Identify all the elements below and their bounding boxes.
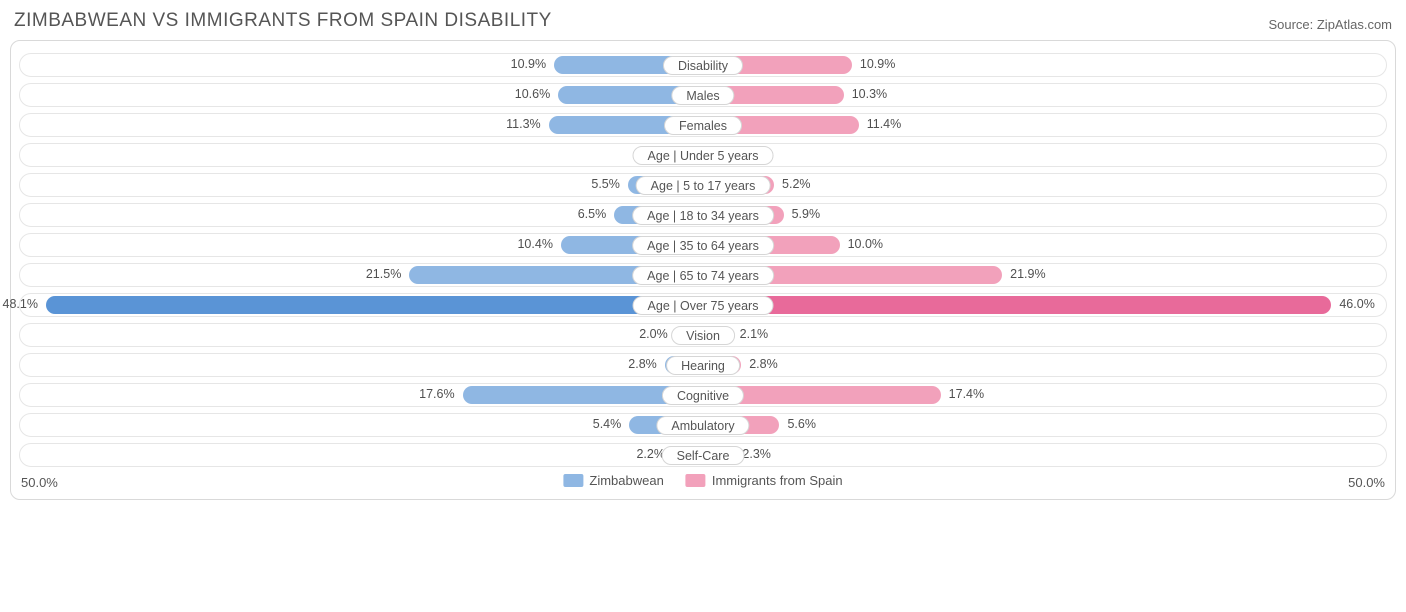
value-label-left: 2.8% [628, 357, 657, 371]
value-label-left: 5.4% [593, 417, 622, 431]
category-label: Vision [671, 326, 735, 345]
bar-row: 21.5% 21.9% Age | 65 to 74 years [19, 263, 1387, 287]
bar-row: 17.6% 17.4% Cognitive [19, 383, 1387, 407]
value-label-right: 10.3% [852, 87, 887, 101]
category-label: Age | 18 to 34 years [632, 206, 774, 225]
legend-item-left: Zimbabwean [563, 473, 663, 488]
value-label-left: 10.4% [517, 237, 552, 251]
chart-source: Source: ZipAtlas.com [1268, 17, 1392, 32]
value-label-right: 2.8% [749, 357, 778, 371]
category-label: Cognitive [662, 386, 744, 405]
chart-footer: 50.0% Zimbabwean Immigrants from Spain 5… [19, 473, 1387, 495]
bar-right [703, 296, 1331, 314]
category-label: Self-Care [662, 446, 745, 465]
category-label: Males [671, 86, 734, 105]
bar-row: 1.2%1.2%Age | Under 5 years [19, 143, 1387, 167]
value-label-right: 10.9% [860, 57, 895, 71]
value-label-left: 48.1% [3, 297, 38, 311]
category-label: Ambulatory [656, 416, 749, 435]
category-label: Age | 35 to 64 years [632, 236, 774, 255]
value-label-right: 2.3% [742, 447, 771, 461]
bar-row: 2.8% 2.8% Hearing [19, 353, 1387, 377]
bar-row: 48.1%46.0%Age | Over 75 years [19, 293, 1387, 317]
bar-row: 5.4% 5.6% Ambulatory [19, 413, 1387, 437]
category-label: Disability [663, 56, 743, 75]
bar-row: 10.6% 10.3% Males [19, 83, 1387, 107]
bar-left [46, 296, 703, 314]
bar-row: 5.5% 5.2% Age | 5 to 17 years [19, 173, 1387, 197]
bar-row: 11.3% 11.4% Females [19, 113, 1387, 137]
legend: Zimbabwean Immigrants from Spain [563, 473, 842, 488]
value-label-left: 11.3% [506, 117, 541, 131]
value-label-left: 6.5% [578, 207, 607, 221]
bar-row: 10.4% 10.0% Age | 35 to 64 years [19, 233, 1387, 257]
value-label-right: 5.6% [787, 417, 816, 431]
legend-swatch-left [563, 474, 583, 487]
value-label-left: 10.6% [515, 87, 550, 101]
bar-row: 2.0% 2.1% Vision [19, 323, 1387, 347]
category-label: Age | Over 75 years [633, 296, 774, 315]
value-label-right: 2.1% [740, 327, 769, 341]
value-label-left: 21.5% [366, 267, 401, 281]
chart-header: ZIMBABWEAN VS IMMIGRANTS FROM SPAIN DISA… [10, 8, 1396, 40]
chart-title: ZIMBABWEAN VS IMMIGRANTS FROM SPAIN DISA… [14, 10, 552, 32]
category-label: Females [664, 116, 742, 135]
bar-row: 6.5% 5.9% Age | 18 to 34 years [19, 203, 1387, 227]
legend-label-right: Immigrants from Spain [712, 473, 843, 488]
category-label: Age | 65 to 74 years [632, 266, 774, 285]
value-label-right: 46.0% [1339, 297, 1374, 311]
bar-row: 2.2%2.3%Self-Care [19, 443, 1387, 467]
value-label-left: 10.9% [511, 57, 546, 71]
legend-label-left: Zimbabwean [589, 473, 663, 488]
value-label-right: 5.9% [792, 207, 821, 221]
value-label-left: 2.0% [639, 327, 668, 341]
value-label-right: 17.4% [949, 387, 984, 401]
axis-max-right: 50.0% [1348, 475, 1385, 490]
category-label: Age | Under 5 years [633, 146, 774, 165]
category-label: Age | 5 to 17 years [636, 176, 771, 195]
legend-item-right: Immigrants from Spain [686, 473, 843, 488]
value-label-right: 5.2% [782, 177, 811, 191]
category-label: Hearing [666, 356, 740, 375]
value-label-left: 17.6% [419, 387, 454, 401]
diverging-bar-chart: 10.9% 10.9% Disability 10.6% 10.3% Males 11.3%… [10, 40, 1396, 500]
axis-max-left: 50.0% [21, 475, 58, 490]
bar-row: 10.9% 10.9% Disability [19, 53, 1387, 77]
value-label-left: 5.5% [591, 177, 620, 191]
value-label-right: 10.0% [848, 237, 883, 251]
value-label-right: 21.9% [1010, 267, 1045, 281]
legend-swatch-right [686, 474, 706, 487]
value-label-right: 11.4% [867, 117, 902, 131]
